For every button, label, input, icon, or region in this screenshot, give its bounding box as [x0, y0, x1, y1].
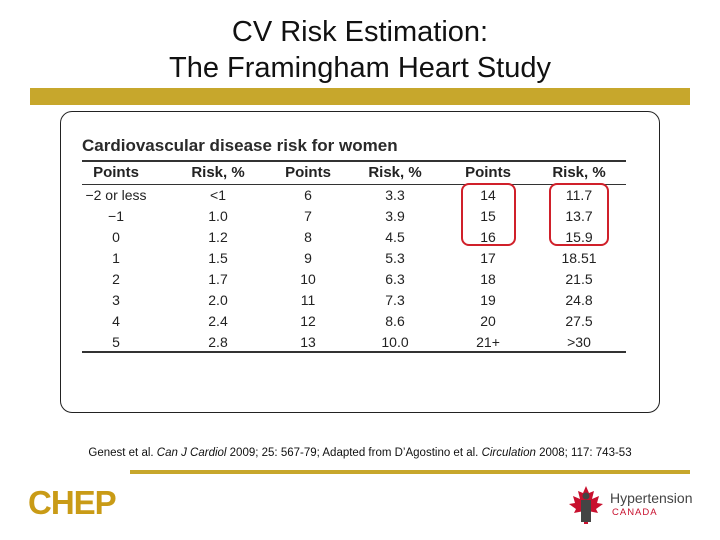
table-cell: 13 [300, 334, 316, 350]
footer-divider-line [130, 470, 690, 474]
citation-journal-2: Circulation [481, 447, 536, 459]
table-cell: 15 [480, 208, 496, 224]
header-divider-bar [30, 88, 690, 105]
table-cell: 1 [112, 250, 120, 266]
table-cell: 18.51 [561, 250, 597, 266]
table-cell: 17 [480, 250, 496, 266]
header-points-2: Points [285, 164, 331, 181]
table-cell: 9 [304, 250, 312, 266]
table-cell: 3 [112, 292, 120, 308]
table-cell: 10 [300, 271, 316, 287]
table-cell: 10.0 [381, 334, 409, 350]
table-cell: 14 [480, 187, 496, 203]
table-cell: 21.5 [565, 271, 593, 287]
table-cell: 27.5 [565, 313, 593, 329]
table-cell: 1.5 [208, 250, 228, 266]
table-cell: 24.8 [565, 292, 593, 308]
table-bottom-rule [82, 351, 626, 353]
table-cell: 18 [480, 271, 496, 287]
citation: Genest et al. Can J Cardiol 2009; 25: 56… [0, 447, 720, 459]
table-cell: 5.3 [385, 250, 405, 266]
header-risk-2: Risk, % [368, 164, 422, 181]
chep-logo: CHEP [28, 484, 117, 521]
table-cell: 4 [112, 313, 120, 329]
table-cell: 0 [112, 229, 120, 245]
hypertension-logo-name: Hypertension [610, 490, 693, 506]
table-cell: <1 [210, 187, 226, 203]
table-cell: 21+ [476, 334, 500, 350]
table-cell: 8.6 [385, 313, 405, 329]
table-cell: 7.3 [385, 292, 405, 308]
table-cell: 2.0 [208, 292, 228, 308]
table-title: Cardiovascular disease risk for women [82, 136, 398, 155]
citation-part-2: 2009; 25: 567-79; Adapted from D’Agostin… [226, 447, 482, 459]
citation-journal-1: Can J Cardiol [156, 447, 227, 459]
table-cell: 4.5 [385, 229, 405, 245]
table-cell: 13.7 [565, 208, 593, 224]
table-cell: −1 [108, 208, 124, 224]
table-cell: >30 [567, 334, 591, 350]
slide-title-line-2: The Framingham Heart Study [169, 52, 551, 84]
hypertension-canada-maple-leaf-icon [569, 486, 603, 524]
table-cell: 16 [480, 229, 496, 245]
table-cell: 11.7 [565, 187, 593, 203]
table-cell: −2 or less [85, 187, 147, 203]
slide-title: CV Risk Estimation: The Framingham Heart… [0, 14, 720, 86]
highlight-risk-11-7-15-9 [549, 183, 609, 246]
table-cell: 2.4 [208, 313, 228, 329]
citation-part-3: 2008; 117: 743-53 [535, 447, 632, 459]
table-cell: 7 [304, 208, 312, 224]
table-cell: 1.2 [208, 229, 228, 245]
table-cell: 15.9 [565, 229, 593, 245]
table-cell: 12 [300, 313, 316, 329]
table-header-rule [82, 184, 626, 185]
header-risk-3: Risk, % [552, 164, 606, 181]
hypertension-logo-sub: CANADA [612, 507, 658, 518]
highlight-points-14-16 [461, 183, 516, 246]
table-cell: 20 [480, 313, 496, 329]
header-points-1: Points [93, 164, 139, 181]
table-cell: 3.3 [385, 187, 405, 203]
table-cell: 1.0 [208, 208, 228, 224]
table-cell: 8 [304, 229, 312, 245]
table-cell: 11 [300, 292, 316, 308]
citation-part-1: Genest et al. [88, 447, 157, 459]
table-cell: 5 [112, 334, 120, 350]
table-cell: 6 [304, 187, 312, 203]
table-cell: 1.7 [208, 271, 228, 287]
table-top-rule [82, 160, 626, 162]
table-cell: 3.9 [385, 208, 405, 224]
table-cell: 2.8 [208, 334, 228, 350]
slide-title-line-1: CV Risk Estimation: [231, 16, 489, 48]
table-cell: 2 [112, 271, 120, 287]
table-cell: 19 [480, 292, 496, 308]
table-cell: 6.3 [385, 271, 405, 287]
header-points-3: Points [465, 164, 511, 181]
header-risk-1: Risk, % [191, 164, 245, 181]
